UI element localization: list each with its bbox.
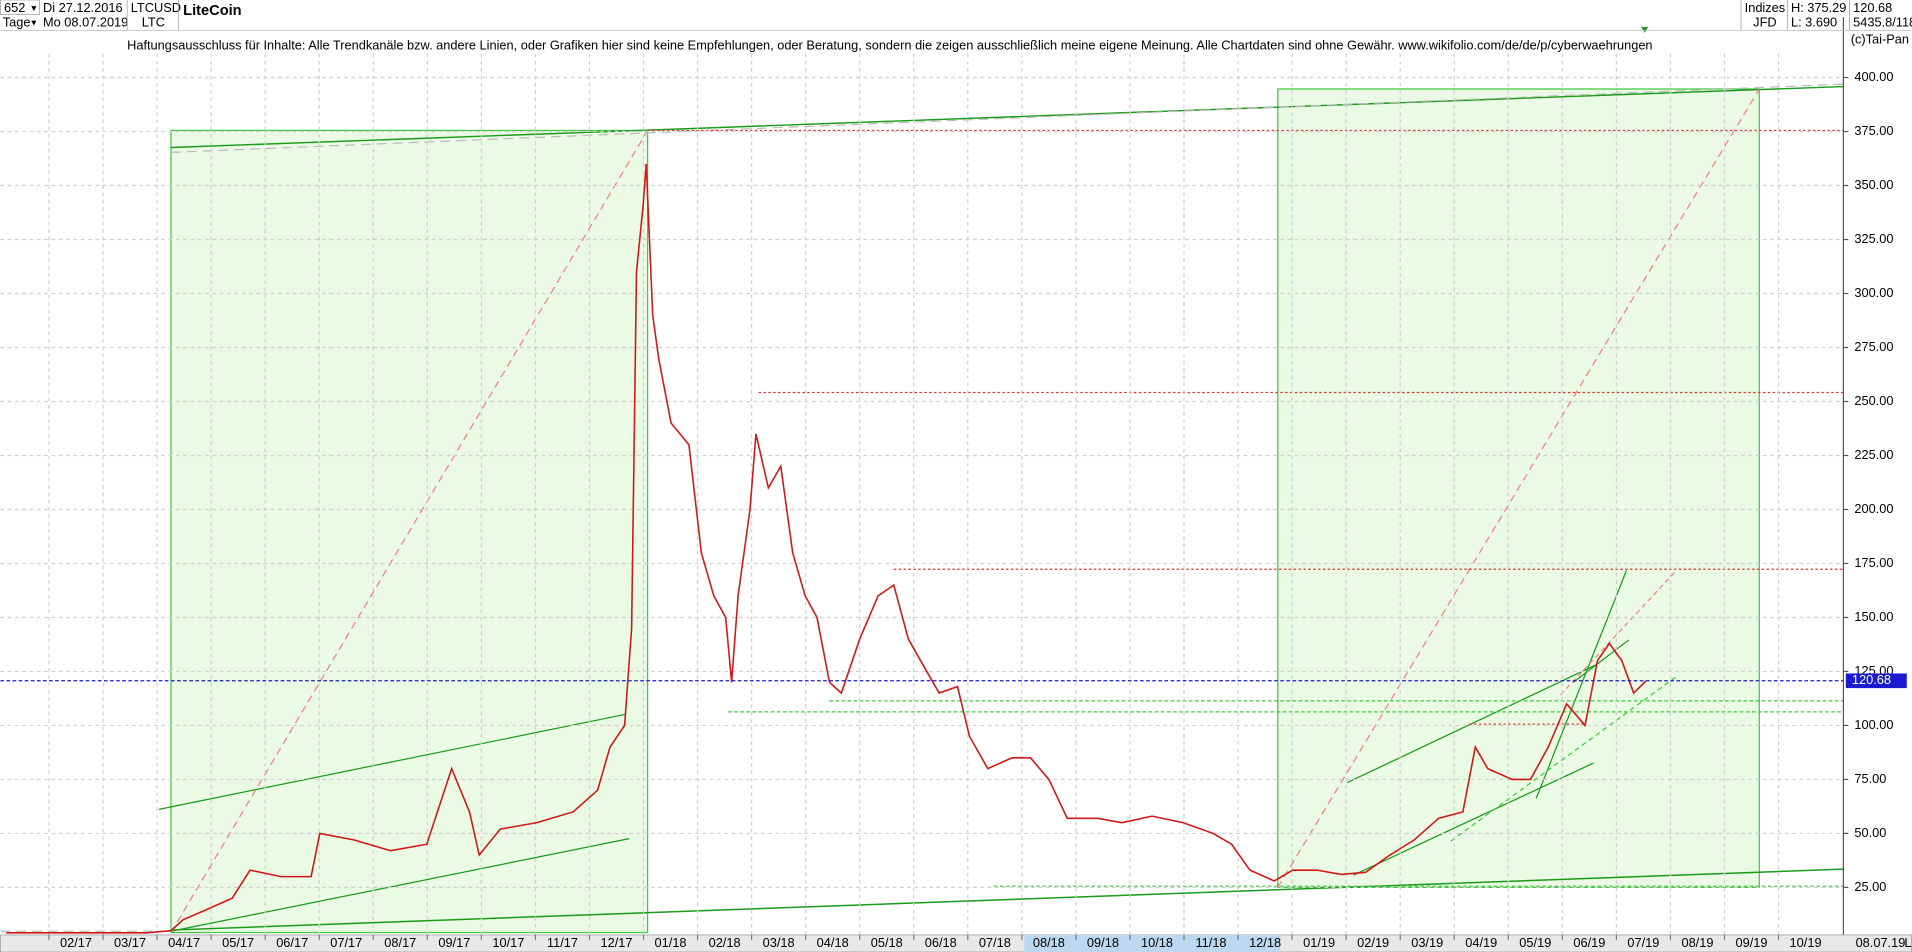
y-tick-label: 250.00 [1854,393,1893,408]
trend-line [1450,676,1677,842]
count: 652 [4,0,25,15]
last: 120.68 [1853,0,1892,15]
x-tick-label: 06/18 [925,935,957,950]
y-tick-label: 400.00 [1854,69,1893,84]
y-tick-label: 200.00 [1854,501,1893,516]
x-tick-label: 03/19 [1411,935,1443,950]
disclaimer: Haftungsausschluss für Inhalte: Alle Tre… [127,38,1652,53]
high: H: 375.29 [1791,0,1846,15]
x-tick-label: 07/18 [979,935,1011,950]
trend-line [170,85,1844,149]
x-tick-label: 04/18 [817,935,849,950]
footer-date: 08.07.19 [1856,935,1906,950]
x-tick-label: 07/19 [1627,935,1659,950]
x-tick-label: 05/19 [1519,935,1551,950]
x-tick-label: 09/19 [1736,935,1768,950]
x-tick-label: 12/18 [1249,935,1281,950]
x-tick-label: 08/19 [1681,935,1713,950]
short: LTC [142,15,165,30]
x-tick-label: 04/19 [1465,935,1497,950]
start-date: Di 27.12.2016 [43,0,123,15]
x-tick-label: 05/17 [222,935,254,950]
trend-line [1572,639,1630,684]
y-tick-label: 225.00 [1854,447,1893,462]
trend-line [170,868,1844,931]
header: 652 ▼ Di 27.12.2016 Tage ▼ Mo 08.07.2019… [0,0,1912,47]
trend-line [1353,762,1594,876]
y-tick-label: 350.00 [1854,177,1893,192]
annotations [0,83,1844,934]
current-price-box [1845,673,1907,689]
dropdown[interactable]: ▼ [30,17,38,27]
x-tick-label: 12/17 [601,935,633,950]
y-tick-label: 150.00 [1854,609,1893,624]
y-tick-label: 100.00 [1854,717,1893,732]
y-tick-label: 375.00 [1854,123,1893,138]
diagonal [170,130,649,933]
x-tick-label: 08/17 [384,935,416,950]
x-tick-label: 02/19 [1357,935,1389,950]
x-tick-label: 09/18 [1087,935,1119,950]
x-tick-label: 09/17 [438,935,470,950]
trend-line [1535,570,1627,799]
y-tick-label: 25.00 [1854,879,1886,894]
instrument-name: LiteCoin [183,3,242,19]
extra: 5435.8/118 [1853,15,1912,30]
x-tick-label: 10/18 [1141,935,1173,950]
x-tick-label: 06/17 [276,935,308,950]
y-tick-label: 275.00 [1854,339,1893,354]
period[interactable]: Tage [3,15,31,30]
x-tick-label: 08/18 [1033,935,1065,950]
y-tick-label: 75.00 [1854,771,1886,786]
low: L: 3.690 [1791,15,1837,30]
header-box [0,0,40,15]
x-tick-label: 11/18 [1196,935,1227,950]
x-tick-label: 02/17 [60,935,92,950]
dropdown[interactable]: ▼ [30,3,38,13]
trend-line [1560,570,1677,696]
trend-line [158,713,626,810]
marker [1641,26,1649,33]
x-tick-label: 06/19 [1573,935,1605,950]
source: JFD [1753,15,1776,30]
y-tick-label: 50.00 [1854,825,1886,840]
price-line [6,163,1647,934]
end-date: Mo 08.07.2019 [43,15,128,30]
x-tick-label: 07/17 [330,935,362,950]
x-tick-label: 10/17 [492,935,524,950]
y-tick-label: 175.00 [1854,555,1893,570]
x-tick-label: 02/18 [709,935,741,950]
x-tick-label: 01/18 [655,935,687,950]
diagonal [1277,88,1760,888]
trend-line [170,838,630,932]
y-tick-label: 300.00 [1854,285,1893,300]
group: Indizes [1745,0,1786,15]
marks [0,163,1844,934]
copyright: (c)Tai-Pan [1851,32,1909,47]
symbol: LTCUSD [131,0,181,15]
trend-line [170,83,1844,153]
x-axis-highlight [1024,934,1281,952]
x-tick-label: 05/18 [871,935,903,950]
x-tick-label: 01/19 [1303,935,1335,950]
y-tick-label: 325.00 [1854,231,1893,246]
x-tick-label: 03/17 [114,935,146,950]
footer-mode: L [1904,935,1911,950]
x-tick-label: 03/18 [763,935,795,950]
x-tick-label: 10/19 [1790,935,1822,950]
trend-line [1347,663,1598,784]
current-price-label: 120.68 [1852,672,1891,687]
grid [0,53,1849,935]
x-tick-label: 04/17 [168,935,200,950]
x-tick-label: 11/17 [547,935,578,950]
